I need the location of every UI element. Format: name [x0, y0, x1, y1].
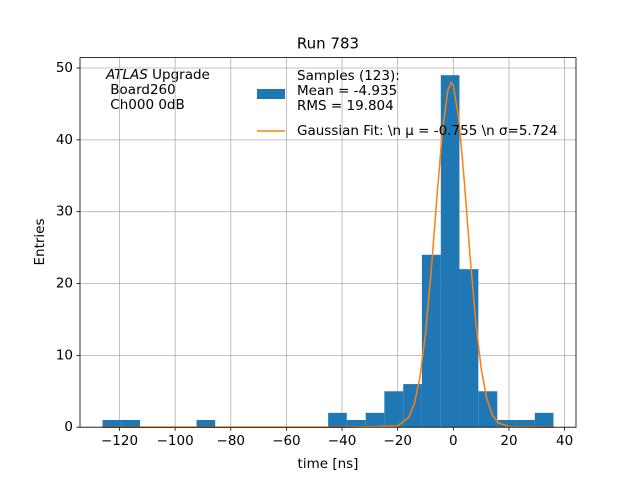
annotation-line: Ch000 0dB [106, 97, 185, 113]
y-axis-label: Entries [32, 218, 48, 265]
x-axis-label: time [ns] [298, 456, 359, 472]
x-tick-label: 40 [556, 433, 573, 449]
annotation: ATLAS Upgrade [105, 67, 210, 83]
bar [196, 420, 216, 428]
bar [421, 254, 441, 428]
legend-swatch [257, 89, 285, 99]
x-tick-label: −100 [157, 433, 194, 449]
bar [478, 391, 498, 428]
legend-label: Gaussian Fit: \n μ = -0.755 \n σ=5.724 [297, 123, 558, 139]
bar [328, 412, 347, 428]
y-tick-label: 0 [64, 419, 73, 435]
bar [534, 412, 554, 428]
annotation-rest: Upgrade [148, 67, 210, 83]
x-tick-label: −20 [383, 433, 412, 449]
x-tick-label: −60 [272, 433, 301, 449]
bar [497, 420, 516, 428]
bar [440, 75, 460, 428]
bar [459, 269, 479, 428]
chart-title: Run 783 [297, 35, 359, 53]
y-tick-label: 50 [56, 60, 73, 76]
axes-frame [79, 57, 577, 428]
bar [102, 420, 122, 428]
y-tick-label: 40 [56, 132, 73, 148]
bar [384, 391, 404, 428]
x-tick-label: −80 [217, 433, 246, 449]
y-tick-label: 20 [56, 276, 73, 292]
annotation-line: Board260 [106, 82, 176, 98]
bar [365, 412, 385, 428]
y-tick-label: 30 [56, 204, 73, 220]
bar [403, 384, 422, 428]
x-tick-label: 20 [500, 433, 517, 449]
bar [121, 420, 141, 428]
legend-label: RMS = 19.804 [297, 98, 394, 114]
x-tick-label: −120 [101, 433, 138, 449]
annotation-emph: ATLAS [105, 67, 148, 83]
x-tick-label: −40 [328, 433, 357, 449]
legend-label: Mean = -4.935 [297, 83, 397, 99]
legend-label: Samples (123): [297, 68, 400, 84]
bar [346, 420, 366, 428]
x-tick-label: 0 [449, 433, 458, 449]
fit-line [102, 80, 554, 428]
bar [515, 420, 535, 428]
y-tick-label: 10 [56, 347, 73, 363]
